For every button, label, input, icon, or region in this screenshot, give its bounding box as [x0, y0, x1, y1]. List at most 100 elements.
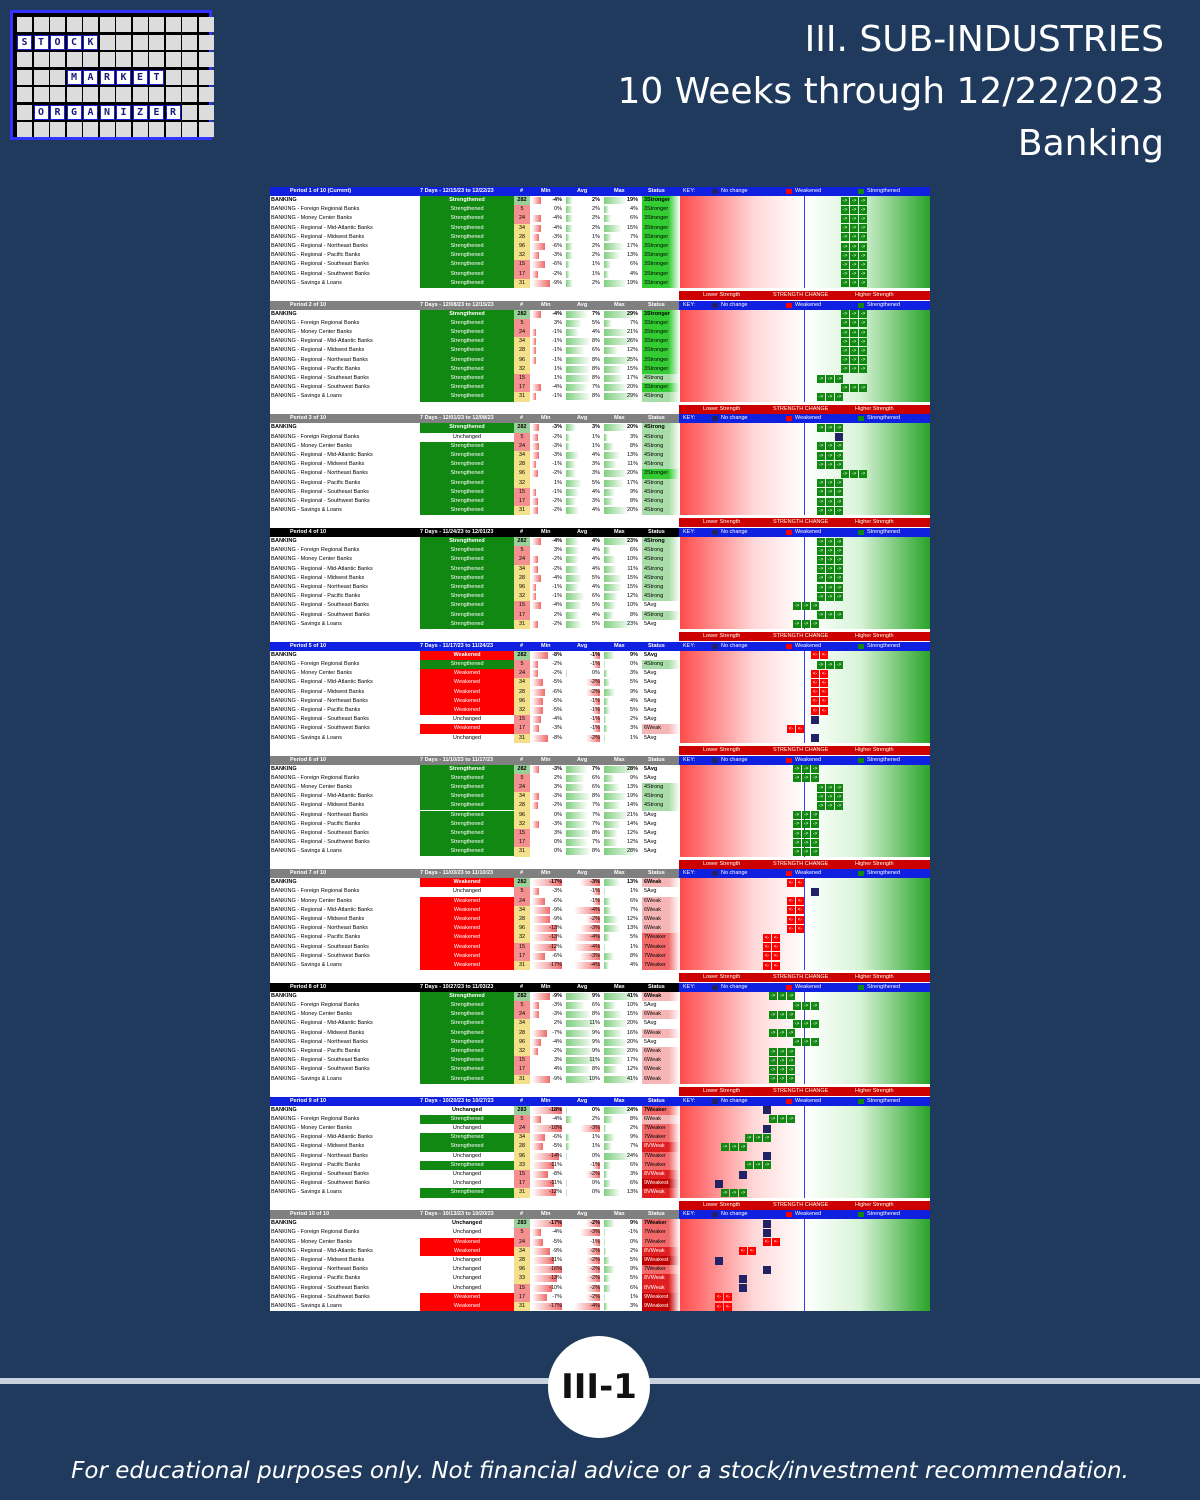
strength-marker: ->: [826, 451, 834, 460]
count-cell: 96: [514, 810, 530, 820]
sub-industry-name: BANKING: [271, 197, 297, 203]
count-cell: 34: [514, 450, 530, 461]
key-no-change: No change: [721, 188, 748, 194]
industry-title: Banking: [1017, 123, 1164, 164]
max-bar: [604, 1266, 615, 1274]
logo-letter: E: [132, 69, 148, 85]
change-cell: Strengthened: [420, 555, 514, 565]
max-value: 6%: [630, 1161, 638, 1168]
table-row: BANKING - Money Center Banks Strengthened…: [270, 555, 680, 565]
strength-marker: <-: [772, 933, 780, 942]
key-weakened-swatch: [786, 302, 792, 308]
min-bar: [532, 556, 538, 564]
max-bar: [604, 1229, 605, 1237]
min-bar: [532, 802, 538, 810]
count-cell: 32: [514, 705, 530, 716]
logo-grid-cell: [132, 34, 148, 50]
sub-industry-name: BANKING - Savings & Loans: [271, 620, 342, 627]
strength-marker: ->: [817, 423, 825, 432]
strength-marker: ->: [739, 1142, 747, 1151]
strength-marker: ->: [721, 1188, 729, 1197]
legend-key-bar: KEY: No change Weakened Strengthened: [679, 641, 930, 651]
avg-value: 3%: [592, 461, 600, 468]
change-cell: Strengthened: [420, 318, 514, 329]
key-weakened-swatch: [786, 1212, 792, 1218]
strength-marker: ->: [769, 1010, 777, 1019]
sub-industry-name: BANKING - Foreign Regional Banks: [271, 319, 360, 326]
change-cell: Strengthened: [420, 506, 514, 516]
table-row: BANKING - Money Center Banks Strengthened…: [270, 214, 680, 224]
min-value: -17%: [549, 1220, 562, 1227]
sub-industry-name: BANKING - Regional - Mid-Atlantic Banks: [271, 1134, 373, 1141]
status-cell: 7Weaker: [642, 951, 680, 961]
min-value: 3%: [554, 829, 562, 836]
strip-lower-strength: Lower Strength: [703, 746, 741, 753]
legend-key-bar: KEY: No change Weakened Strengthened: [679, 755, 930, 765]
min-value: -4%: [552, 197, 562, 203]
count-cell: 15: [514, 260, 530, 270]
count-cell: 31: [514, 506, 530, 516]
sub-industry-name: BANKING - Regional - Mid-Atlantic Banks: [271, 1247, 373, 1254]
avg-value: -2%: [590, 1170, 600, 1177]
count-cell: 31: [514, 1188, 530, 1198]
max-value: 8%: [630, 952, 638, 959]
logo-grid-cell: [33, 17, 49, 32]
logo-grid-cell: [149, 34, 164, 50]
max-value: 13%: [626, 1189, 638, 1196]
min-bar: [532, 879, 562, 887]
grid-divider: [804, 650, 805, 743]
status-cell: 9Weakest: [642, 1302, 680, 1311]
key-no-change-swatch: [712, 757, 718, 763]
change-cell: Strengthened: [420, 564, 514, 574]
col-status-header: Status: [648, 529, 665, 536]
status-cell: 7Weaker: [642, 1105, 680, 1115]
strength-marker: ->: [826, 565, 834, 574]
strength-marker: ->: [793, 1038, 801, 1047]
sub-industry-name: BANKING: [271, 424, 297, 431]
max-bar: [604, 310, 638, 318]
key-strengthened-swatch: [858, 1212, 864, 1218]
table-row: BANKING - Regional - Northeast Banks Unch…: [270, 1265, 680, 1275]
max-bar: [604, 1238, 605, 1246]
col-num-header: #: [520, 301, 524, 308]
strength-marker: ->: [826, 801, 834, 810]
count-cell: 34: [514, 1019, 530, 1029]
status-cell: 4Strong: [642, 506, 680, 516]
strength-change-strip: Lower Strength STRENGTH CHANGE Higher Stre…: [679, 1200, 930, 1210]
avg-bar: [566, 488, 579, 496]
change-cell: Strengthened: [420, 487, 514, 497]
max-bar: [604, 1143, 613, 1151]
avg-value: 9%: [592, 1038, 600, 1045]
strength-marker: ->: [835, 556, 843, 565]
max-value: 11%: [627, 565, 638, 572]
key-strengthened: Strengthened: [867, 756, 901, 763]
min-bar: [532, 1106, 562, 1114]
min-bar: [532, 319, 540, 327]
sub-industry-name: BANKING - Regional - Southeast Banks: [271, 375, 369, 382]
table-row: BANKING - Money Center Banks Strengthened…: [270, 782, 680, 793]
sub-industry-name: BANKING - Regional - Southeast Banks: [271, 943, 369, 950]
logo-grid-cell: [99, 87, 115, 102]
max-value: 9%: [630, 1134, 638, 1141]
max-value: 3%: [630, 433, 638, 440]
sub-industry-name: BANKING - Regional - Pacific Banks: [271, 820, 361, 827]
period-block: Period 10 of 10 7 Days - 10/13/23 to 10/2…: [270, 1210, 930, 1311]
min-value: 3%: [554, 1057, 562, 1064]
avg-bar: [566, 497, 576, 505]
count-cell: 17: [514, 951, 530, 961]
sub-industry-name: BANKING - Money Center Banks: [271, 1011, 353, 1018]
sub-industry-name: BANKING - Regional - Northeast Banks: [271, 243, 368, 249]
period-dates: 7 Days - 11/10/23 to 11/17/23: [420, 756, 494, 763]
logo-grid-cell: [50, 87, 65, 102]
avg-value: -1%: [590, 1238, 600, 1245]
strength-marker: ->: [826, 556, 834, 565]
min-value: -9%: [552, 915, 562, 922]
count-cell: 28: [514, 1256, 530, 1266]
strength-marker: ->: [841, 310, 849, 319]
max-value: 8%: [630, 1115, 638, 1122]
change-cell: Strengthened: [420, 460, 514, 470]
sub-industry-name: BANKING - Regional - Pacific Banks: [271, 365, 361, 372]
avg-bar: [566, 1011, 591, 1019]
avg-bar: [574, 906, 600, 914]
logo-grid-cell: [50, 122, 65, 137]
